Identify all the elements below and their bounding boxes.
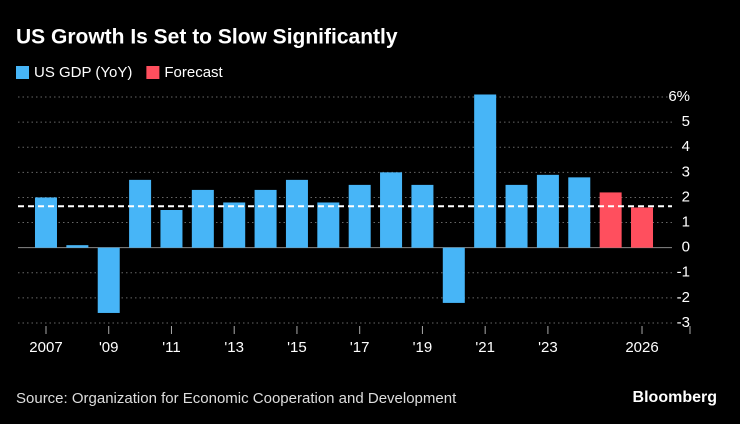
x-tick-label: '11 bbox=[162, 339, 180, 356]
y-tick-label: 0 bbox=[682, 239, 690, 256]
y-tick-label: -2 bbox=[677, 289, 690, 306]
x-tick-label: 2026 bbox=[625, 339, 658, 356]
x-tick-label: '13 bbox=[224, 339, 244, 356]
brand: Bloomberg bbox=[633, 389, 717, 406]
bar bbox=[568, 177, 591, 248]
bar bbox=[285, 179, 308, 248]
bar bbox=[380, 172, 403, 248]
y-tick-label: 4 bbox=[682, 138, 690, 155]
x-tick-label: '17 bbox=[350, 339, 370, 356]
legend-label: Forecast bbox=[164, 64, 223, 81]
y-tick-label: 3 bbox=[682, 163, 690, 180]
bar bbox=[442, 247, 465, 303]
bar bbox=[160, 210, 183, 248]
bar bbox=[191, 189, 214, 248]
bar bbox=[411, 184, 434, 248]
bar bbox=[317, 202, 340, 248]
bar bbox=[66, 245, 89, 248]
bar bbox=[97, 247, 120, 313]
bar bbox=[129, 179, 152, 248]
x-tick-label: '19 bbox=[413, 339, 433, 356]
bar bbox=[505, 184, 528, 248]
legend-swatch bbox=[146, 66, 160, 79]
legend-swatch bbox=[16, 66, 29, 79]
x-tick-label: '15 bbox=[287, 339, 307, 356]
bar bbox=[536, 174, 559, 248]
x-tick-label: 2007 bbox=[29, 339, 62, 356]
bar bbox=[223, 202, 246, 248]
y-tick-label: 6% bbox=[668, 88, 690, 105]
legend-label: US GDP (YoY) bbox=[34, 64, 132, 81]
bar bbox=[34, 197, 57, 248]
x-tick-label: '21 bbox=[475, 339, 495, 356]
bar bbox=[348, 184, 371, 248]
x-tick-label: '23 bbox=[538, 339, 558, 356]
bar bbox=[599, 192, 622, 248]
x-tick-label: '09 bbox=[99, 339, 119, 356]
y-tick-label: -1 bbox=[677, 264, 690, 281]
chart-title: US Growth Is Set to Slow Significantly bbox=[16, 26, 398, 49]
y-tick-label: -3 bbox=[677, 314, 690, 331]
source: Source: Organization for Economic Cooper… bbox=[16, 390, 457, 407]
bar bbox=[474, 94, 497, 248]
y-tick-label: 5 bbox=[682, 113, 690, 130]
y-tick-label: 2 bbox=[682, 188, 690, 205]
bar bbox=[631, 207, 654, 248]
bar bbox=[254, 189, 277, 248]
y-tick-label: 1 bbox=[682, 214, 690, 231]
